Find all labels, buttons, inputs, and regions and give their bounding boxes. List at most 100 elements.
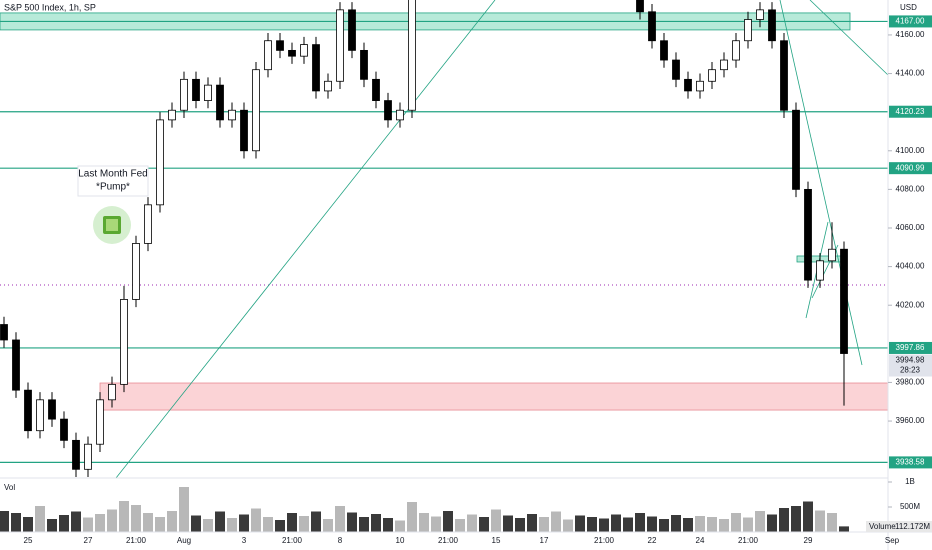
y-tick-label: 4100.00 (896, 146, 925, 155)
candle-body (684, 78, 692, 92)
volume-bar (407, 502, 417, 532)
level-tag (889, 162, 932, 175)
volume-bar (479, 517, 489, 532)
chart-title: S&P 500 Index, 1h, SP (4, 2, 96, 12)
x-tick-label: 22 (648, 536, 657, 545)
volume-bar (167, 511, 177, 532)
volume-bar (707, 517, 717, 532)
volume-bar (431, 516, 441, 532)
candle-body (96, 399, 104, 445)
y-tick-label: 3980.00 (896, 378, 925, 387)
candle-body (108, 383, 116, 401)
candle-body (60, 418, 68, 441)
volume-bar (107, 509, 117, 532)
volume-bar (683, 518, 693, 532)
countdown: 28:23 (900, 366, 921, 375)
candle-body (780, 40, 788, 111)
volume-bar (551, 511, 561, 532)
candle-body (24, 389, 32, 432)
candle-body (276, 40, 284, 51)
volume-bar (779, 508, 789, 532)
volume-bar (383, 518, 393, 532)
volume-bar (83, 517, 93, 532)
x-tick-label: 21:00 (282, 536, 303, 545)
volume-bar (767, 514, 777, 532)
volume-bar (191, 515, 201, 532)
level-tag (889, 341, 932, 354)
candle-body (72, 439, 80, 470)
annotation: Last Month Fed *Pump* (77, 165, 149, 244)
candle-body (660, 40, 668, 61)
volume-bar (839, 526, 849, 532)
volume-bar (599, 518, 609, 532)
candle-body (120, 299, 128, 385)
level-label: 3938.58 (896, 458, 925, 467)
volume-bar (371, 514, 381, 532)
volume-legend: Volume (869, 522, 896, 531)
currency: USD (900, 3, 917, 12)
candle-body (636, 0, 644, 13)
candle-body (156, 119, 164, 206)
x-tick-label: 27 (84, 536, 93, 545)
candle-body (732, 40, 740, 61)
candle-body (336, 9, 344, 82)
level-tag (889, 15, 932, 28)
candle-body (816, 260, 824, 281)
candle-body (720, 59, 728, 71)
candle-body (240, 109, 248, 152)
candle-body (168, 109, 176, 121)
candle-body (36, 399, 44, 432)
x-tick-label: 25 (24, 536, 33, 545)
volume-bar (455, 519, 465, 532)
candle-body (384, 100, 392, 121)
volume-value: 112.172M (895, 522, 930, 531)
last-price-label: 3994.98 (896, 356, 925, 365)
volume-bar (743, 517, 753, 532)
volume-bar (143, 513, 153, 532)
x-tick-label: Sep (885, 536, 900, 545)
volume-bar (35, 506, 45, 532)
volume-bar (155, 517, 165, 532)
candle-body (48, 399, 56, 420)
level-label: 4090.99 (896, 163, 925, 172)
candle-body (192, 78, 200, 101)
volume-bar (95, 514, 105, 532)
level-tag (889, 105, 932, 118)
candle-body (228, 109, 236, 121)
candle-body (648, 11, 656, 42)
candle-body (180, 78, 188, 111)
x-tick-label: 8 (338, 536, 343, 545)
candle-body (324, 80, 332, 92)
candle-body (804, 188, 812, 281)
volume-bar (131, 505, 141, 532)
volume-bar (311, 511, 321, 532)
volume-bar (263, 517, 273, 532)
volume-bar (515, 518, 525, 532)
volume-bar (47, 519, 57, 532)
x-tick-label: 29 (804, 536, 813, 545)
volume-bar (647, 516, 657, 532)
volume-bar (791, 506, 801, 532)
candle-body (696, 80, 704, 92)
x-tick-label: 24 (696, 536, 705, 545)
candle-body (348, 9, 356, 51)
x-tick-label: 21:00 (738, 536, 759, 545)
candle-body (204, 84, 212, 101)
volume-bar (323, 519, 333, 532)
volume-bar (335, 506, 345, 532)
volume-bar (623, 517, 633, 532)
y-tick-label: 4060.00 (896, 223, 925, 232)
volume-bar (659, 519, 669, 532)
candle-body (768, 9, 776, 42)
y-tick-label: 4140.00 (896, 69, 925, 78)
x-tick-label: 17 (540, 536, 549, 545)
level-label: 4167.00 (896, 17, 925, 26)
candle-body (396, 109, 404, 121)
annotation-line: Last Month Fed (78, 169, 147, 180)
volume-bar (71, 511, 81, 532)
candle-body (84, 443, 92, 470)
x-tick-label: 10 (396, 536, 405, 545)
volume-bar (587, 517, 597, 532)
volume-bar (347, 512, 357, 532)
